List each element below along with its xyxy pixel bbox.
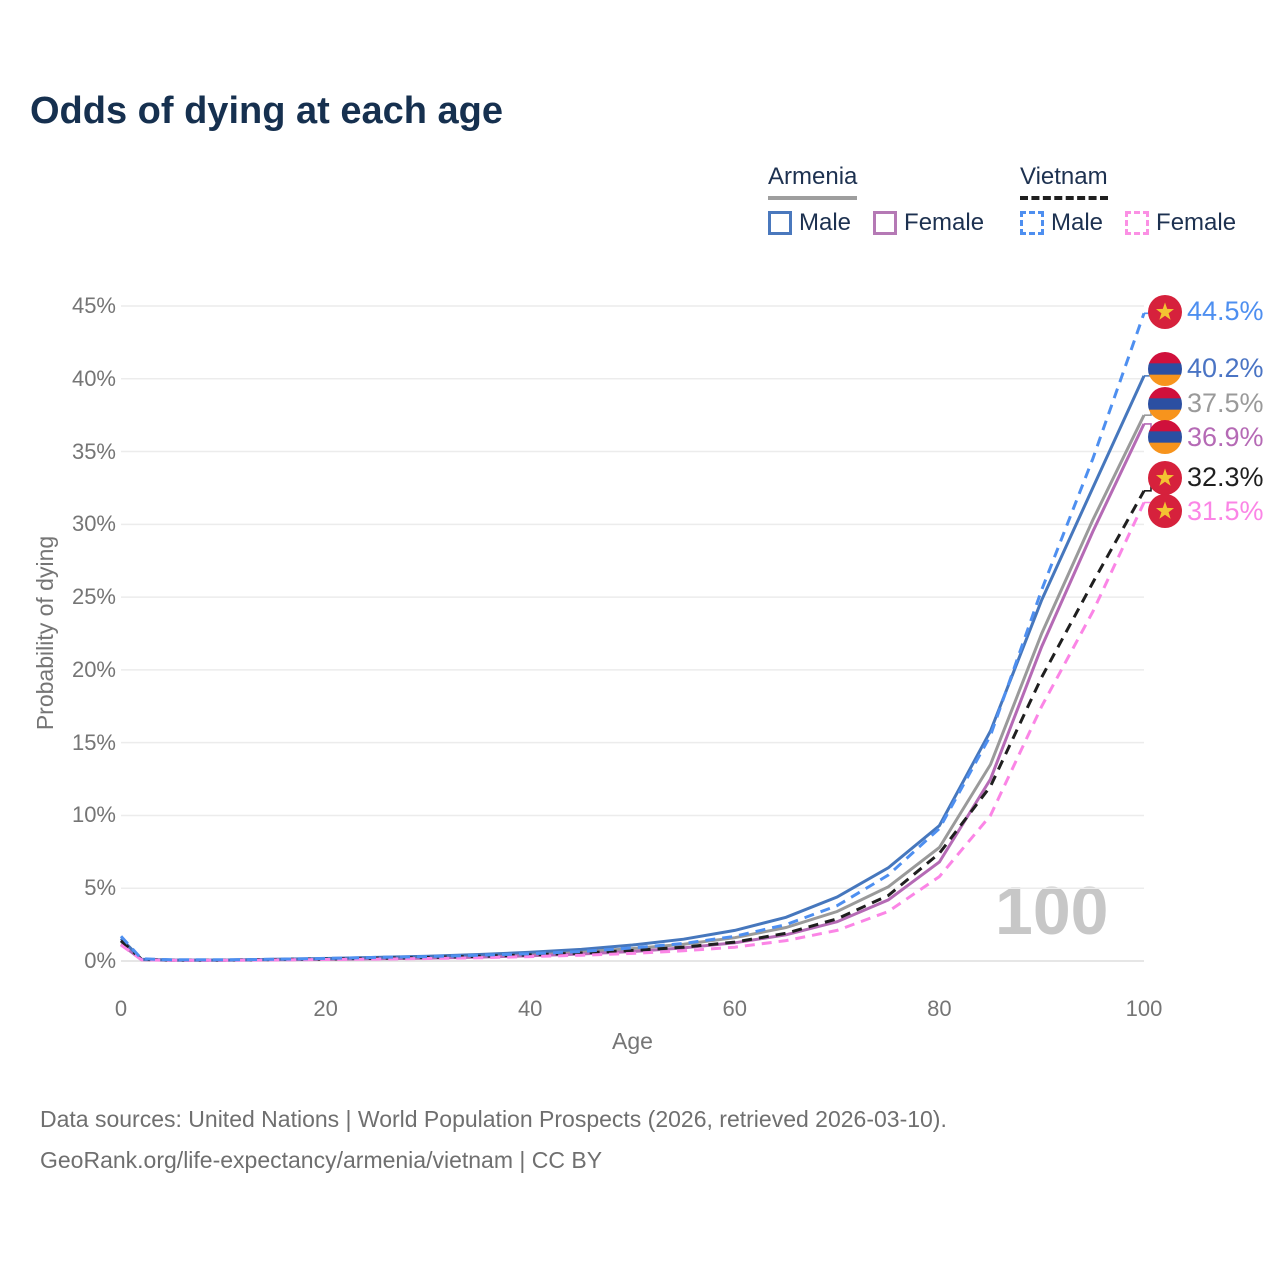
legend-item-vietnam-male[interactable]: Male bbox=[1020, 209, 1103, 237]
vietnam-female-swatch-icon bbox=[1125, 211, 1150, 235]
vietnam-flag-icon bbox=[1148, 294, 1182, 329]
y-tick-30: 30% bbox=[71, 511, 116, 537]
x-tick-80: 80 bbox=[927, 996, 952, 1021]
end-label-armenia-female: 36.9% bbox=[1148, 420, 1264, 454]
y-tick-25: 25% bbox=[71, 584, 116, 610]
legend-label-vietnam-female: Female bbox=[1156, 209, 1237, 236]
legend-country-armenia[interactable]: Armenia bbox=[768, 163, 858, 200]
end-label-value: 44.5% bbox=[1187, 296, 1264, 327]
y-tick-40: 40% bbox=[71, 365, 116, 391]
age-watermark: 100 bbox=[995, 873, 1109, 949]
x-tick-40: 40 bbox=[517, 996, 543, 1021]
legend-label-vietnam-male: Male bbox=[1051, 209, 1104, 236]
end-label-vietnam-female: 31.5% bbox=[1148, 494, 1264, 529]
x-tick-100: 100 bbox=[1125, 996, 1163, 1021]
y-tick-10: 10% bbox=[71, 802, 116, 828]
x-tick-20: 20 bbox=[313, 996, 338, 1021]
legend-item-vietnam-female[interactable]: Female bbox=[1125, 209, 1236, 237]
x-axis-title: Age bbox=[612, 1028, 653, 1054]
y-tick-45: 45% bbox=[71, 293, 116, 318]
end-label-vietnam-both: 32.3% bbox=[1148, 460, 1264, 495]
legend-group-vietnam: Vietnam Male Female bbox=[1020, 163, 1236, 237]
x-tick-60: 60 bbox=[722, 996, 748, 1021]
page-title: Odds of dying at each age bbox=[30, 90, 503, 132]
y-tick-15: 15% bbox=[71, 729, 116, 755]
legend-country-vietnam[interactable]: Vietnam bbox=[1020, 163, 1108, 200]
armenia-flag-icon bbox=[1148, 420, 1182, 454]
end-label-value: 37.5% bbox=[1187, 388, 1264, 419]
armenia-female-swatch-icon bbox=[873, 211, 898, 235]
y-tick-20: 20% bbox=[71, 656, 116, 682]
end-label-armenia-both: 37.5% bbox=[1148, 386, 1264, 421]
y-tick-5: 5% bbox=[84, 875, 116, 901]
series-line-vietnam-both[interactable] bbox=[119, 490, 1146, 962]
end-label-value: 40.2% bbox=[1187, 353, 1264, 384]
vietnam-male-swatch-icon bbox=[1020, 211, 1044, 235]
legend-group-armenia: Armenia Male Female bbox=[768, 163, 984, 237]
series-line-vietnam-male[interactable] bbox=[119, 312, 1146, 962]
end-label-armenia-male: 40.2% bbox=[1148, 351, 1264, 386]
x-tick-0: 0 bbox=[114, 996, 128, 1021]
legend-label-armenia-male: Male bbox=[799, 209, 852, 236]
vietnam-flag-icon bbox=[1148, 494, 1182, 529]
armenia-male-swatch-icon bbox=[768, 211, 792, 235]
series-line-armenia-male[interactable] bbox=[119, 375, 1146, 962]
end-label-value: 32.3% bbox=[1187, 462, 1264, 493]
legend-item-armenia-female[interactable]: Female bbox=[873, 209, 984, 237]
attribution-text: GeoRank.org/life-expectancy/armenia/viet… bbox=[40, 1147, 603, 1173]
data-sources-text: Data sources: United Nations | World Pop… bbox=[40, 1106, 947, 1132]
vietnam-flag-icon bbox=[1148, 460, 1182, 495]
end-label-value: 31.5% bbox=[1187, 495, 1264, 526]
armenia-flag-icon bbox=[1148, 351, 1182, 386]
series-line-armenia-both[interactable] bbox=[120, 414, 1146, 962]
y-tick-35: 35% bbox=[71, 438, 116, 464]
end-label-value: 36.9% bbox=[1187, 421, 1264, 452]
legend-label-armenia-female: Female bbox=[904, 209, 985, 236]
armenia-flag-icon bbox=[1148, 386, 1182, 421]
y-tick-0: 0% bbox=[84, 948, 116, 973]
end-label-vietnam-male: 44.5% bbox=[1148, 294, 1264, 329]
legend-item-armenia-male[interactable]: Male bbox=[768, 209, 851, 237]
series-line-armenia-female[interactable] bbox=[120, 423, 1146, 962]
